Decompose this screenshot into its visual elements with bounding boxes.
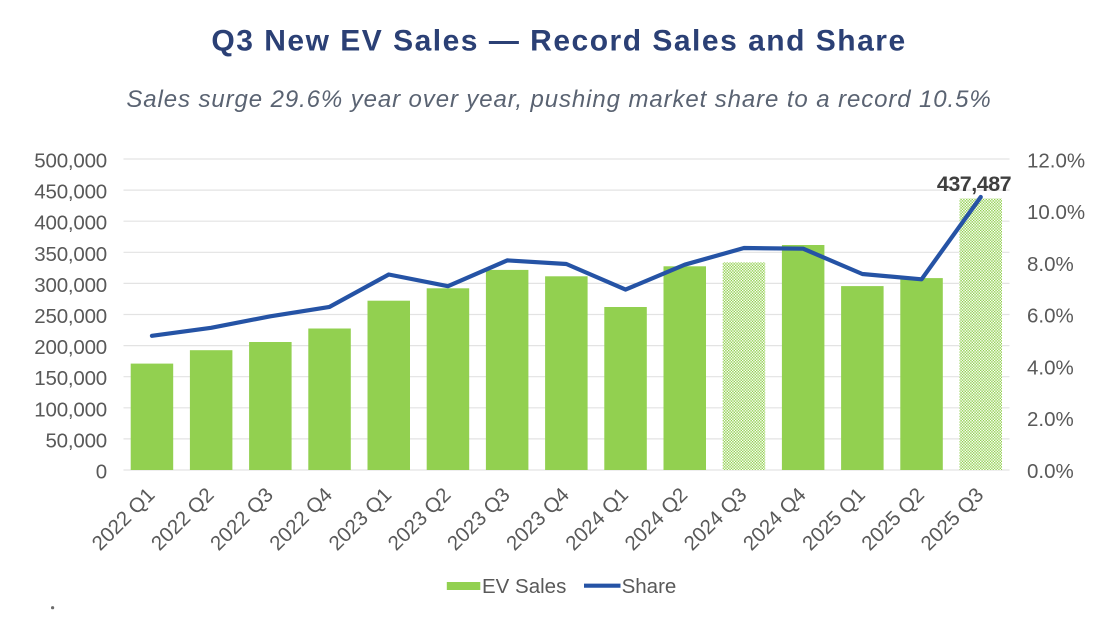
svg-text:2022 Q4: 2022 Q4 xyxy=(265,483,337,555)
svg-text:2025 Q1: 2025 Q1 xyxy=(798,483,870,555)
svg-text:2022 Q3: 2022 Q3 xyxy=(206,483,278,555)
svg-text:2023 Q2: 2023 Q2 xyxy=(384,483,456,555)
svg-text:Sales surge 29.6% year over ye: Sales surge 29.6% year over year, pushin… xyxy=(126,86,991,113)
svg-text:100,000: 100,000 xyxy=(34,398,107,421)
svg-text:200,000: 200,000 xyxy=(34,336,107,359)
svg-text:EV Sales: EV Sales xyxy=(482,575,566,598)
svg-text:400,000: 400,000 xyxy=(34,212,107,235)
svg-text:2022 Q2: 2022 Q2 xyxy=(147,483,219,555)
svg-text:10.0%: 10.0% xyxy=(1027,201,1085,224)
svg-text:437,487: 437,487 xyxy=(937,172,1012,196)
svg-text:450,000: 450,000 xyxy=(34,181,107,204)
svg-text:150,000: 150,000 xyxy=(34,367,107,390)
svg-text:2.0%: 2.0% xyxy=(1027,408,1074,431)
svg-text:2022 Q1: 2022 Q1 xyxy=(88,483,160,555)
svg-text:4.0%: 4.0% xyxy=(1027,356,1074,379)
svg-text:Share: Share xyxy=(622,575,677,598)
svg-text:2023 Q4: 2023 Q4 xyxy=(502,483,574,555)
svg-text:0.0%: 0.0% xyxy=(1027,460,1074,483)
svg-text:12.0%: 12.0% xyxy=(1027,149,1085,172)
svg-text:2025 Q3: 2025 Q3 xyxy=(916,483,988,555)
svg-text:6.0%: 6.0% xyxy=(1027,305,1074,328)
svg-text:0: 0 xyxy=(96,461,107,484)
svg-text:8.0%: 8.0% xyxy=(1027,253,1074,276)
svg-text:350,000: 350,000 xyxy=(34,243,107,266)
svg-text:250,000: 250,000 xyxy=(34,305,107,328)
svg-text:2023 Q1: 2023 Q1 xyxy=(324,483,396,555)
svg-text:2023 Q3: 2023 Q3 xyxy=(443,483,515,555)
svg-text:50,000: 50,000 xyxy=(45,429,107,452)
svg-text:500,000: 500,000 xyxy=(34,150,107,173)
svg-text:2024 Q2: 2024 Q2 xyxy=(620,483,692,555)
svg-text:Q3 New EV Sales — Record Sales: Q3 New EV Sales — Record Sales and Share xyxy=(211,25,906,58)
svg-text:300,000: 300,000 xyxy=(34,274,107,297)
svg-text:2024 Q4: 2024 Q4 xyxy=(739,483,811,555)
svg-text:2025 Q2: 2025 Q2 xyxy=(857,483,929,555)
svg-text:2024 Q3: 2024 Q3 xyxy=(680,483,752,555)
svg-text:2024 Q1: 2024 Q1 xyxy=(561,483,633,555)
